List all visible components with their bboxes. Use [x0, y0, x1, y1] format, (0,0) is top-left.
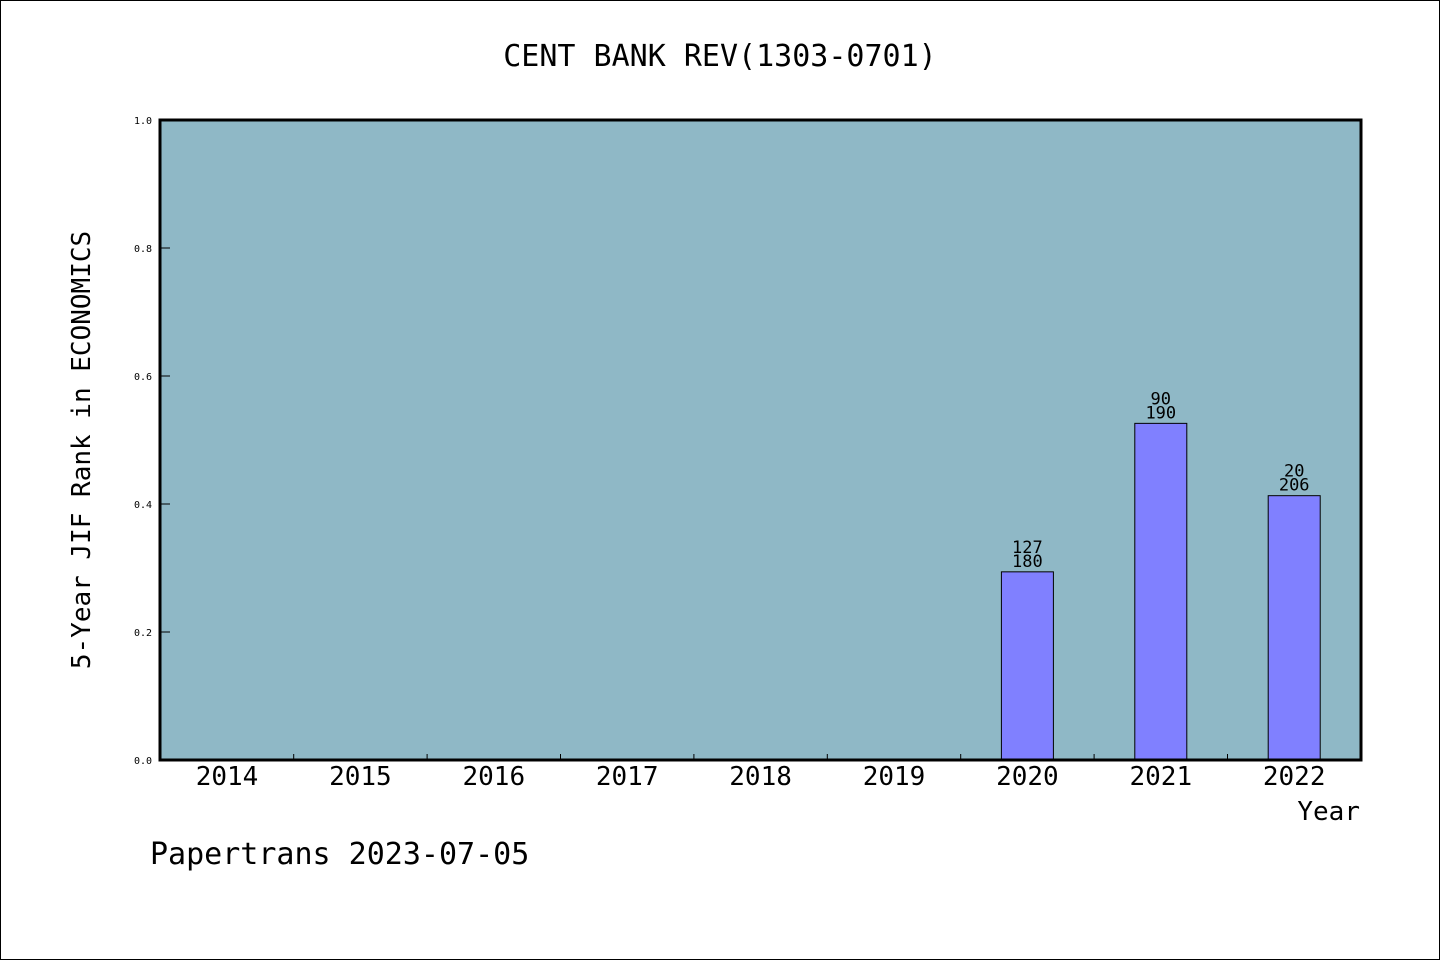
plot-frame [158, 118, 1363, 762]
x-tick-label: 2021 [1129, 762, 1192, 792]
bar-rank-label: 127 [1012, 538, 1043, 558]
y-axis-label: 5-Year JIF Rank in ECONOMICS [67, 231, 97, 669]
y-tick-label: 1.0 [134, 116, 152, 127]
bar-total-label: 190 [1145, 403, 1176, 423]
x-axis-ticks: 2014 2015 2016 2017 2018 2019 2020 2021 2022 [196, 754, 1326, 792]
x-tick-label: 2015 [329, 762, 392, 792]
footer-text: Papertrans 2023-07-05 [150, 837, 529, 872]
x-tick-label: 2022 [1263, 762, 1326, 792]
x-tick-label: 2017 [596, 762, 659, 792]
bar [1134, 422, 1188, 761]
bar [1000, 571, 1054, 761]
x-tick-label: 2019 [863, 762, 926, 792]
y-tick-label: 0.6 [134, 372, 152, 383]
y-tick-label: 0.2 [134, 628, 152, 639]
chart-title: CENT BANK REV(1303-0701) [503, 39, 936, 74]
bar-rank-label: 20 [1284, 462, 1304, 482]
bars-layer [1000, 422, 1321, 761]
x-tick-label: 2018 [729, 762, 792, 792]
bar-total-label: 180 [1012, 552, 1043, 572]
bar-rank-label: 90 [1151, 389, 1171, 409]
y-tick-label: 0.0 [134, 756, 152, 767]
bar-total-label: 206 [1279, 476, 1310, 496]
y-tick-label: 0.4 [134, 500, 152, 511]
x-tick-label: 2014 [196, 762, 259, 792]
y-tick-label: 0.8 [134, 244, 152, 255]
x-tick-label: 2016 [462, 762, 525, 792]
x-axis-label: Year [1297, 797, 1360, 827]
x-tick-label: 2020 [996, 762, 1059, 792]
bar [1267, 495, 1321, 761]
